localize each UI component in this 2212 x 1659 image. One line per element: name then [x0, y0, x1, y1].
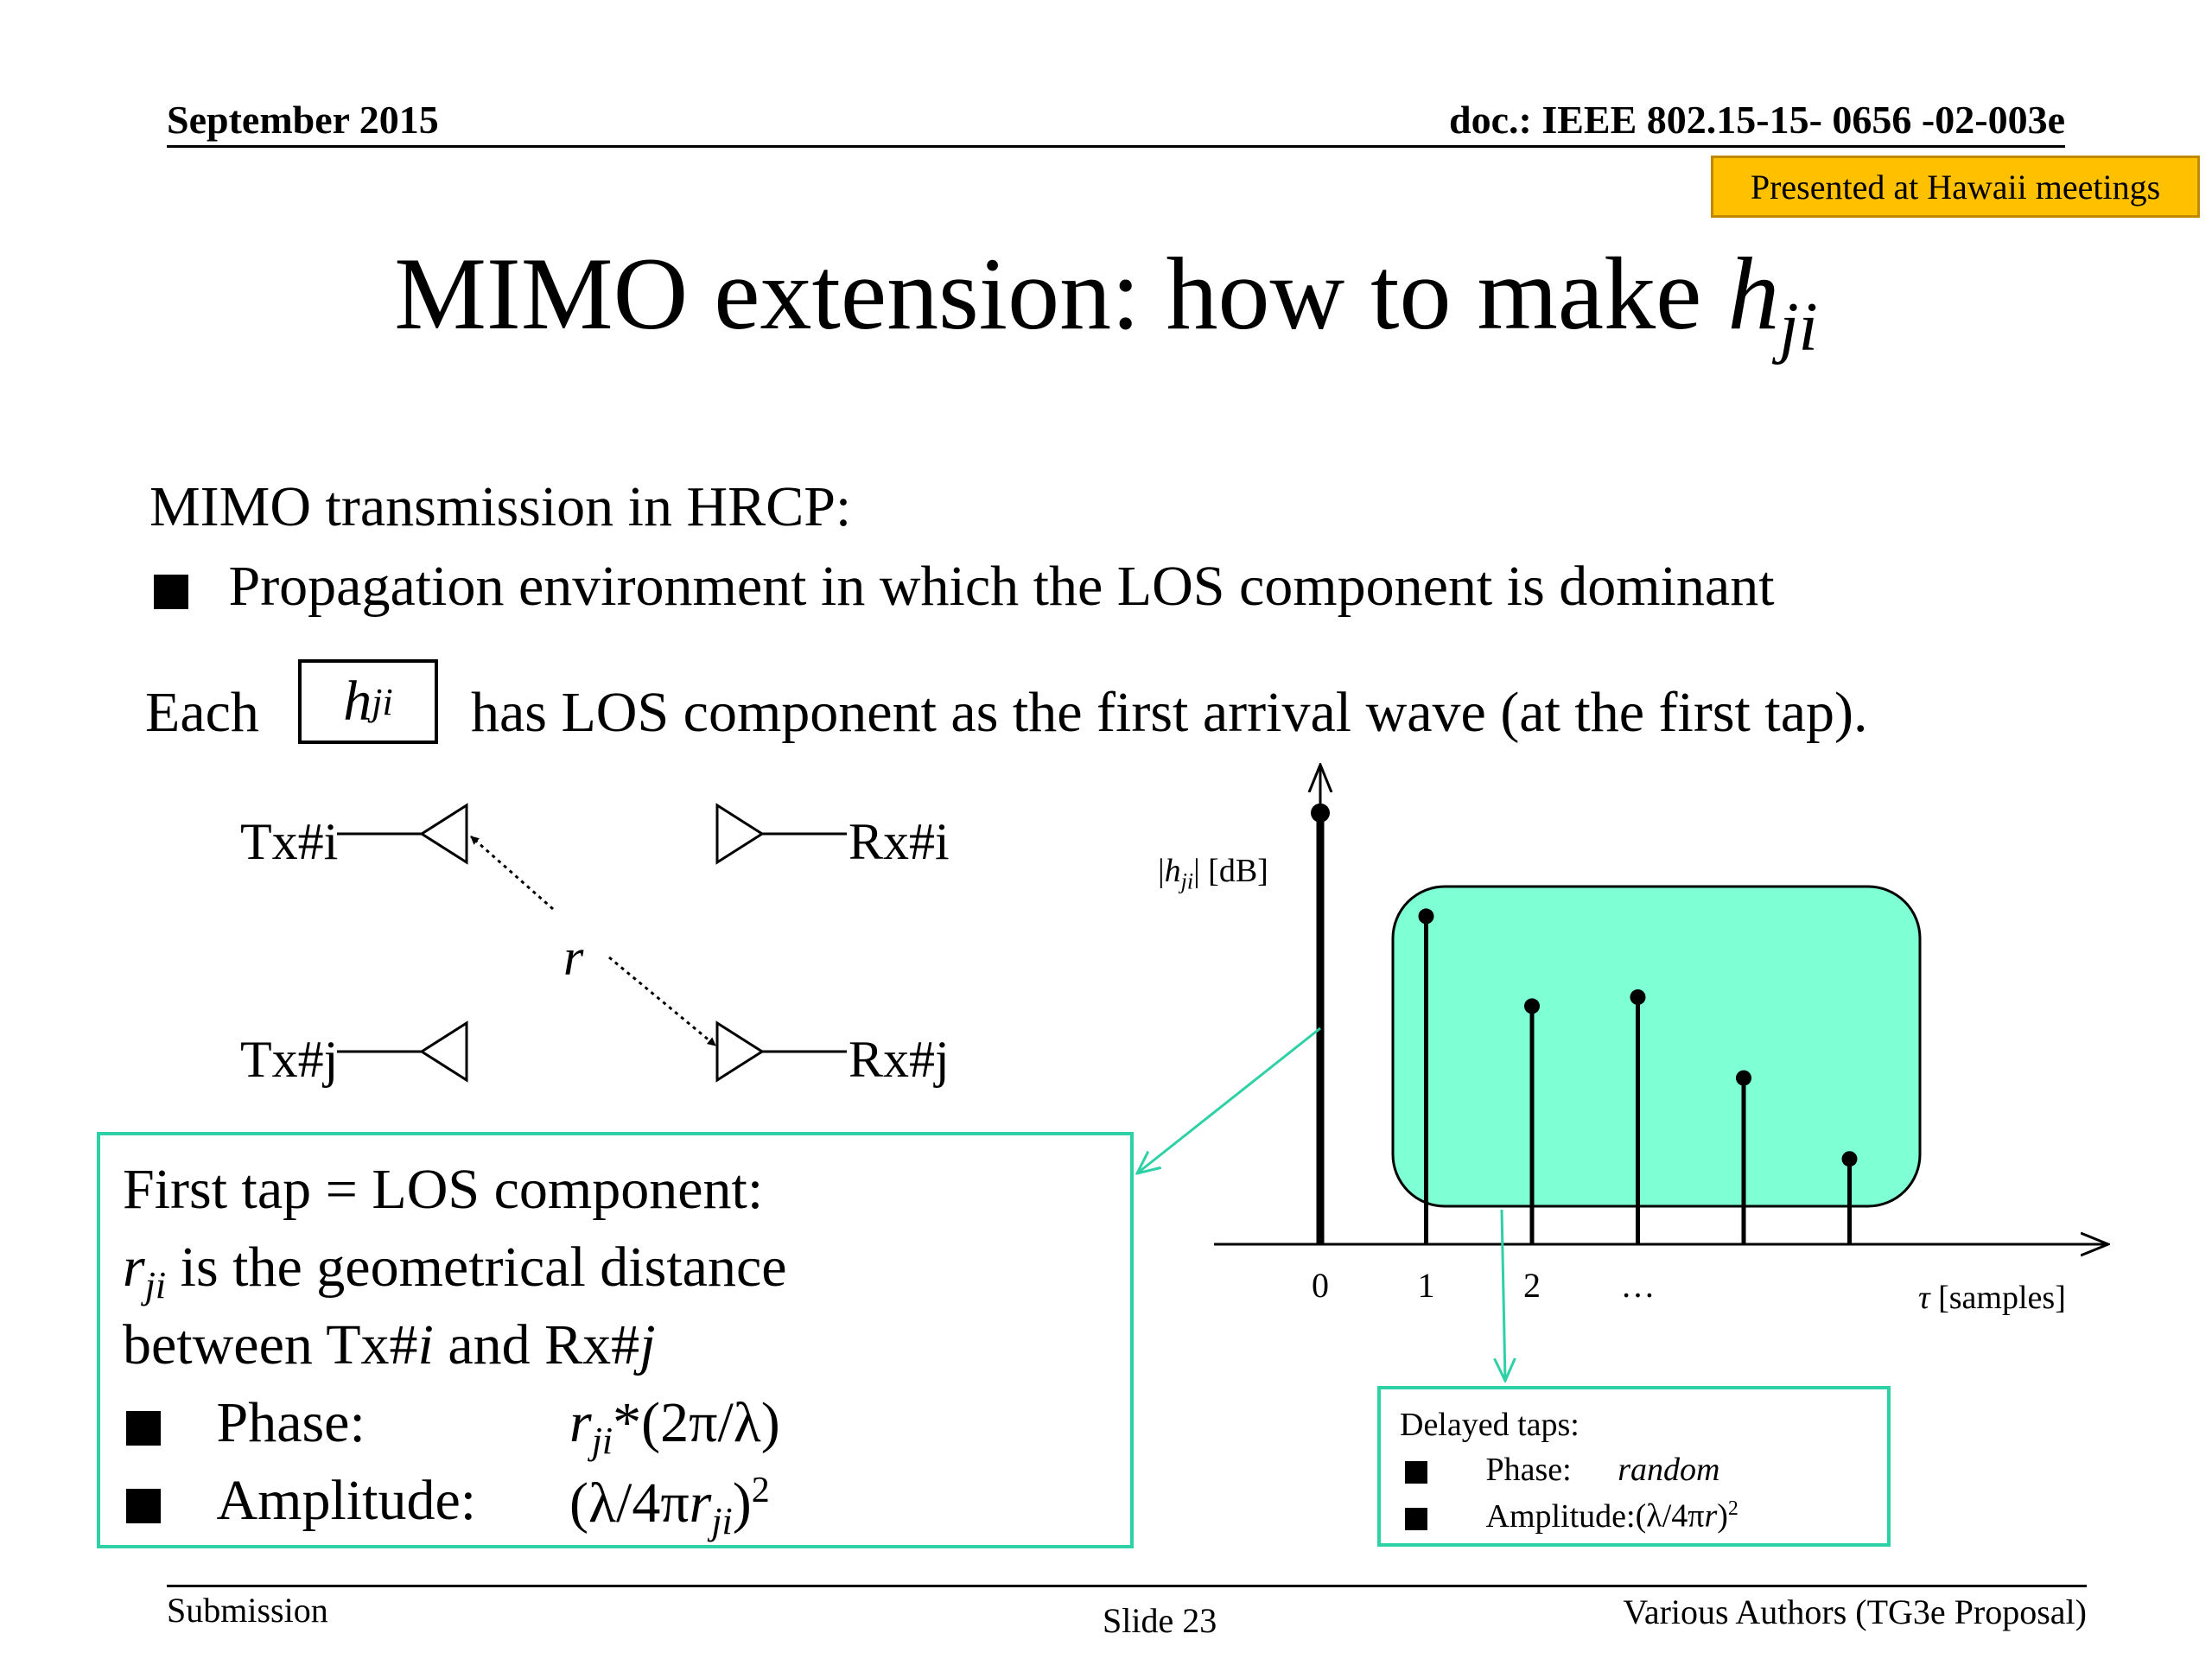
los-component-box: First tap = LOS component: rji is the ge… — [97, 1132, 1134, 1548]
delay-phase-label: Phase: — [1485, 1452, 1572, 1488]
amp-bullet-icon — [126, 1488, 161, 1523]
los-line3: between Tx#i and Rx#j — [123, 1317, 656, 1374]
los-r-var: r — [123, 1236, 145, 1299]
h-var: h — [343, 670, 372, 733]
delay-amp-bullet-icon — [1405, 1507, 1427, 1530]
delay-phase-bullet-icon — [1405, 1461, 1427, 1484]
distance-label: r — [563, 929, 584, 986]
title-text: MIMO extension: how to make — [394, 236, 1728, 351]
intro-heading: MIMO transmission in HRCP: — [149, 475, 852, 538]
tap-marker-1 — [1418, 908, 1434, 925]
los-r-sub: ji — [144, 1264, 167, 1307]
header-date: September 2015 — [167, 98, 439, 142]
bullet-square-icon — [154, 574, 188, 609]
h-ji-box: h ji — [298, 659, 438, 744]
delayed-callout-arrow — [1502, 1209, 1505, 1381]
ylabel-post: | [dB] — [1193, 853, 1268, 889]
x-tick-label: 1 — [1417, 1266, 1435, 1305]
xlabel-var: τ — [1918, 1280, 1930, 1316]
footer-submission: Submission — [167, 1591, 328, 1630]
amp-label: Amplitude: — [216, 1469, 477, 1532]
los-line3-b: and Rx# — [433, 1313, 640, 1376]
delay-phase-row: Phase: random — [1405, 1453, 1719, 1486]
ylabel-sub: ji — [1180, 868, 1194, 894]
rx-j-label: Rx#j — [849, 1031, 950, 1088]
amp-close: ) — [732, 1471, 752, 1535]
phase-rest: *(2π/λ) — [613, 1391, 780, 1454]
footer-authors: Various Authors (TG3e Proposal) — [1623, 1592, 2087, 1631]
ylabel-var: h — [1164, 853, 1181, 889]
delay-title: Delayed taps: — [1400, 1407, 1580, 1443]
delay-phase-value: random — [1618, 1452, 1720, 1488]
x-tick-label: 0 — [1312, 1266, 1329, 1305]
delay-amp-close: ) — [1717, 1497, 1728, 1535]
amp-open: (λ/4π — [569, 1471, 690, 1535]
footer-rule — [167, 1585, 2087, 1587]
los-line3-i: i — [417, 1313, 434, 1376]
amp-sup: 2 — [751, 1471, 770, 1510]
rx-i-antenna-icon — [715, 803, 765, 865]
amp-r-sub: ji — [711, 1500, 733, 1543]
amp-r-var: r — [689, 1471, 712, 1535]
intro-bullet: Propagation environment in which the LOS… — [154, 558, 1775, 615]
delayed-taps-region — [1391, 885, 1922, 1208]
chart-xlabel: τ [samples] — [1918, 1279, 2066, 1317]
delayed-taps-box: Delayed taps: Phase: random Amplitude:(λ… — [1377, 1386, 1891, 1547]
footer-slide-number: Slide 23 — [1103, 1601, 1217, 1640]
phase-r-var: r — [569, 1391, 592, 1454]
los-line3-j: j — [639, 1313, 656, 1376]
rx-j-antenna-icon — [715, 1020, 765, 1083]
tap-marker-5 — [1841, 1151, 1858, 1167]
slide-title: MIMO extension: how to make hji — [0, 242, 2212, 365]
x-tick-label: … — [1620, 1266, 1656, 1305]
delay-amp-var: r — [1704, 1497, 1718, 1535]
delay-amp-open: (λ/4π — [1635, 1497, 1705, 1535]
h-sub: ji — [372, 680, 393, 723]
delay-amp-sup: 2 — [1727, 1497, 1738, 1520]
tx-j-label: Tx#j — [240, 1031, 339, 1088]
los-phase-row: Phase: — [126, 1395, 365, 1452]
presented-badge: Presented at Hawaii meetings — [1711, 156, 2200, 218]
phase-label: Phase: — [216, 1391, 365, 1454]
title-sub: ji — [1779, 289, 1818, 365]
los-callout-arrow — [1137, 1027, 1321, 1173]
header-rule — [167, 145, 2065, 148]
intro-each: Each — [145, 681, 259, 744]
los-amp-row: Amplitude: — [126, 1472, 476, 1529]
tx-i-label: Tx#i — [240, 813, 339, 870]
phase-bullet-icon — [126, 1410, 161, 1446]
los-line2-rest: is the geometrical distance — [166, 1236, 787, 1299]
tap-marker-2 — [1524, 998, 1540, 1014]
intro-bullet-text: Propagation environment in which the LOS… — [228, 555, 1775, 618]
phase-r-sub: ji — [591, 1420, 613, 1463]
header-doc-id: doc.: IEEE 802.15-15- 0656 -02-003e — [1449, 98, 2065, 142]
delay-amp-row: Amplitude:(λ/4πr)2 — [1405, 1498, 1738, 1533]
rx-i-label: Rx#i — [849, 813, 950, 870]
delay-amp-label: Amplitude: — [1485, 1497, 1636, 1535]
intro-rest: has LOS component as the first arrival w… — [471, 681, 1868, 744]
x-tick-label: 2 — [1523, 1266, 1541, 1305]
xlabel-rest: [samples] — [1929, 1280, 2066, 1316]
title-var: h — [1727, 236, 1780, 351]
phase-formula: rji*(2π/λ) — [569, 1395, 780, 1460]
tap-marker-0 — [1311, 803, 1330, 823]
tx-j-antenna-icon — [419, 1020, 468, 1083]
los-line3-a: between Tx# — [123, 1313, 418, 1376]
chart-ylabel: |hji| [dB] — [1158, 852, 1268, 895]
tx-i-antenna-icon — [419, 803, 468, 865]
tap-marker-3 — [1630, 989, 1646, 1005]
amp-formula: (λ/4πrji)2 — [569, 1472, 770, 1541]
ylabel-pre: | — [1158, 853, 1165, 889]
los-line1: First tap = LOS component: — [123, 1158, 764, 1221]
distance-arrow-up — [470, 835, 554, 911]
los-line2: rji is the geometrical distance — [123, 1239, 787, 1305]
tap-marker-4 — [1736, 1070, 1751, 1086]
